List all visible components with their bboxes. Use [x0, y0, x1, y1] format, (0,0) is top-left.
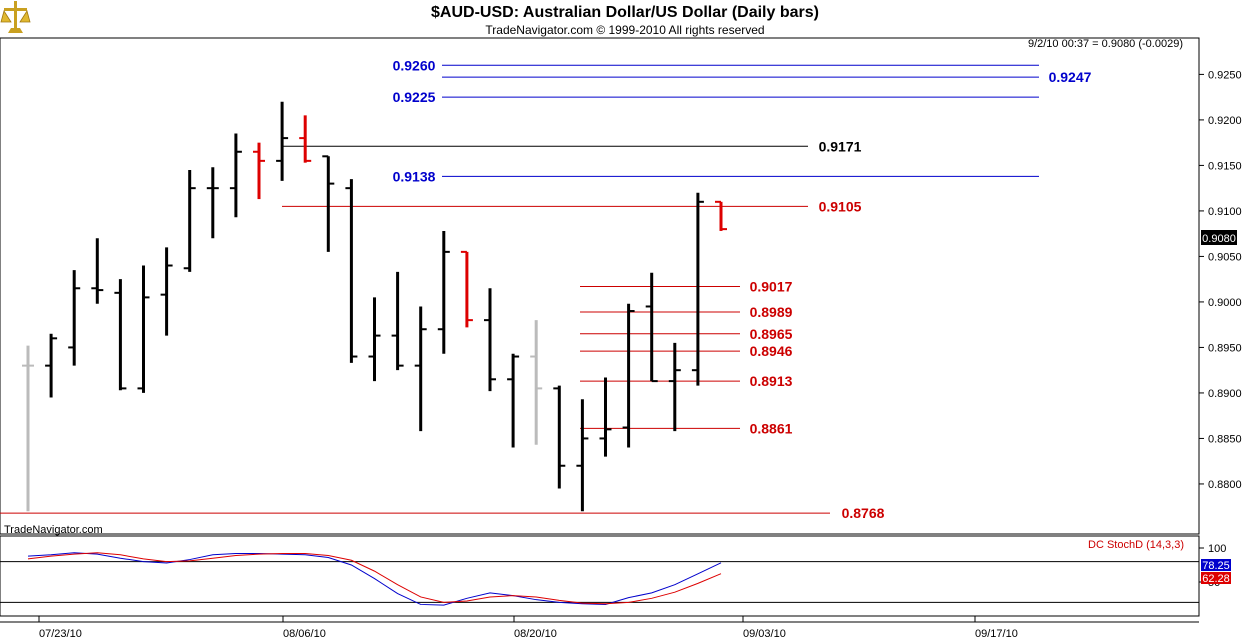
indicator-panel-frame [0, 535, 1200, 617]
level-label: 0.8768 [842, 505, 885, 521]
ohlc-bar [622, 303, 635, 448]
ohlc-bar [691, 192, 704, 386]
readout-label: 78.25 [1202, 560, 1230, 572]
y-tick-label: 0.8900 [1208, 388, 1242, 400]
stoch-line [27, 552, 722, 605]
date-x-axis: 07/23/10 08/06/10 08/20/10 09/03/10 09/17/10 [38, 616, 1018, 640]
price-levels: 0.9260 0.9247 0.9225 0.9171 0.9138 0.9105 0.90… [0, 57, 1092, 521]
ohlc-bar [299, 115, 312, 163]
ohlc-bar [645, 272, 658, 383]
x-tick-label: 09/03/10 [743, 628, 786, 640]
ohlc-bar [668, 342, 681, 432]
level-label: 0.8913 [750, 373, 793, 389]
ohlc-bar [68, 270, 81, 366]
ohlc-bar [206, 167, 219, 239]
y-tick-label: 0.8800 [1208, 479, 1242, 491]
level-label: 0.8861 [750, 420, 793, 436]
copyright-notice: TradeNavigator.com © 1999-2010 All right… [485, 23, 764, 37]
level-label: 0.9171 [819, 138, 862, 154]
ohlc-bar [91, 238, 104, 304]
ohlc-bar [599, 377, 612, 457]
ohlc-bar [414, 306, 427, 432]
stoch-line [27, 552, 722, 606]
ohlc-bar [345, 179, 358, 363]
ohlc-bar [276, 101, 289, 181]
level-label: 0.9247 [1049, 69, 1092, 85]
ohlc-bar [507, 353, 520, 448]
y-tick-label: 0.9200 [1208, 115, 1242, 127]
level-label: 0.8989 [750, 304, 793, 320]
ohlc-bar [322, 155, 335, 252]
readout-box [1201, 559, 1231, 571]
ohlc-bar [530, 320, 543, 445]
chart-title: $AUD-USD: Australian Dollar/US Dollar (D… [431, 4, 819, 21]
y-tick-label: 0.9050 [1208, 251, 1242, 263]
last-price-label: 0.9080 [1202, 233, 1236, 245]
indicator-tick-label: 100 [1208, 543, 1226, 555]
x-tick-label: 08/20/10 [514, 628, 557, 640]
last-price-box [1201, 230, 1237, 245]
ohlc-bar [253, 142, 265, 200]
x-tick-label: 08/06/10 [283, 628, 326, 640]
level-label: 0.9138 [393, 168, 436, 184]
y-tick-label: 0.8850 [1208, 433, 1242, 445]
ohlc-bar [137, 265, 150, 393]
y-tick-label: 0.9150 [1208, 160, 1242, 172]
ohlc-bar [576, 399, 589, 512]
y-tick-label: 0.9250 [1208, 69, 1242, 81]
x-tick-label: 09/17/10 [975, 628, 1018, 640]
ohlc-bar [229, 133, 242, 218]
level-label: 0.9105 [819, 198, 862, 214]
gold-scales-icon[interactable] [0, 1, 31, 33]
ohlc-bar [715, 200, 727, 231]
ohlc-bars [22, 101, 727, 512]
level-label: 0.9225 [393, 89, 436, 105]
level-label: 0.8946 [750, 343, 793, 359]
indicator-title: DC StochD (14,3,3) [1088, 539, 1184, 551]
y-tick-label: 0.9000 [1208, 297, 1242, 309]
last-quote: 9/2/10 00:37 = 0.9080 (-0.0029) [1028, 38, 1183, 50]
ohlc-bar [484, 288, 496, 392]
ohlc-bar [114, 279, 127, 391]
ohlc-bar [368, 297, 381, 382]
ohlc-bar [45, 333, 58, 398]
y-tick-label: 0.8950 [1208, 342, 1242, 354]
watermark: TradeNavigator.com [4, 524, 103, 536]
ohlc-bar [437, 230, 450, 354]
price-panel-frame [0, 37, 1200, 535]
level-label: 0.8965 [750, 326, 793, 342]
price-y-axis: 0.8800 0.8850 0.8900 0.8950 0.9000 0.9050 0.91… [1199, 69, 1242, 491]
ohlc-bar [160, 247, 173, 336]
y-tick-label: 0.9100 [1208, 206, 1242, 218]
ohlc-bar [183, 169, 196, 272]
ohlc-bar [22, 345, 34, 512]
level-label: 0.9260 [393, 57, 436, 73]
readout-box [1201, 572, 1231, 584]
ohlc-bar [391, 271, 404, 371]
ohlc-bar [553, 385, 566, 489]
level-label: 0.9017 [750, 278, 793, 294]
ohlc-bar [460, 250, 473, 328]
readout-label: 62.28 [1202, 573, 1230, 585]
x-tick-label: 07/23/10 [39, 628, 82, 640]
